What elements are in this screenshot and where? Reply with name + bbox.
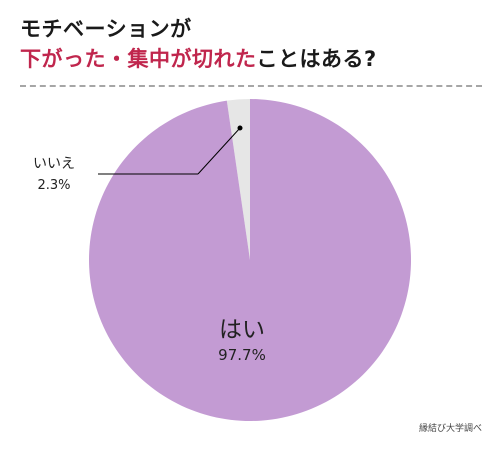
leader-line-iie-diagonal [197,127,241,175]
pie-slice-hai [89,99,412,421]
title-line-1: モチベーションが [20,17,192,41]
slice-value-iie: 2.3% [37,178,70,193]
title-divider [20,85,482,87]
chart-title: モチベーションが 下がった・集中が切れたことはある? [20,14,377,74]
slice-label-hai: はい [219,317,265,343]
pie-slice-iie [226,99,250,260]
source-credit: 縁結び大学調べ [418,424,482,434]
slice-value-hai: 97.7% [218,346,266,364]
leader-dot-iie [237,125,243,131]
slice-label-iie: いいえ [33,156,75,172]
title-highlight: 下がった・集中が切れた [20,47,257,71]
title-line-2: 下がった・集中が切れたことはある? [20,44,377,74]
title-rest: ことはある? [256,47,377,71]
